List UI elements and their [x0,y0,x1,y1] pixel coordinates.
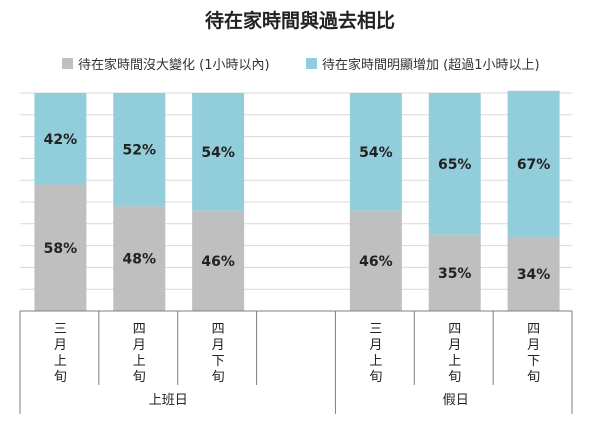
category-label: 四 [212,322,225,337]
legend-label-increased: 待在家時間明顯增加 (超過1小時以上) [322,58,540,73]
category-label: 旬 [212,370,225,385]
bar-segment-unchanged [192,210,245,311]
legend-swatch-blue [306,58,317,69]
data-label: 46% [359,254,393,270]
bar-segment-increased [349,93,402,211]
category-label: 旬 [133,370,146,385]
bar-segment-unchanged [507,236,560,311]
category-label: 三 [54,322,67,337]
category-label: 月 [527,338,540,353]
bar-segment-increased [192,93,245,211]
category-label: 四 [133,322,146,337]
category-label: 上 [369,354,382,369]
bar-segment-unchanged [428,234,481,311]
category-label: 下 [527,354,540,369]
data-label: 65% [438,157,472,173]
data-label: 48% [123,252,157,268]
bar-segment-unchanged [113,206,166,311]
legend-item-increased: 待在家時間明顯增加 (超過1小時以上) [306,54,540,73]
category-label: 四 [448,322,461,337]
data-label: 42% [44,132,78,148]
bar-segment-increased [34,93,87,185]
category-label: 旬 [448,370,461,385]
bar-segment-increased [113,93,166,207]
data-label: 34% [517,267,551,283]
category-label: 旬 [527,370,540,385]
data-label: 54% [359,145,393,161]
data-label: 58% [44,241,78,257]
legend-swatch-gray [62,58,73,69]
legend: 待在家時間沒大變化 (1小時以內) 待在家時間明顯增加 (超過1小時以上) [0,54,600,74]
category-label: 月 [212,338,225,353]
category-label: 旬 [54,370,67,385]
data-label: 67% [517,157,551,173]
bar-segment-increased [507,90,560,237]
bar-segment-unchanged [34,184,87,311]
category-label: 旬 [369,370,382,385]
category-label: 月 [369,338,382,353]
category-label: 下 [212,354,225,369]
bar-segment-unchanged [349,210,402,311]
bar-segment-increased [428,93,481,235]
chart-title: 待在家時間與過去相比 [204,10,395,32]
category-label: 上 [133,354,146,369]
category-label: 三 [369,322,382,337]
data-label: 35% [438,266,472,282]
category-label: 四 [527,322,540,337]
legend-label-unchanged: 待在家時間沒大變化 (1小時以內) [78,58,270,73]
group-label-weekday: 上班日 [149,393,188,408]
data-label: 52% [123,143,157,159]
category-label: 月 [54,338,67,353]
group-label-holiday: 假日 [443,393,469,408]
data-label: 46% [201,254,235,270]
category-label: 月 [448,338,461,353]
category-label: 月 [133,338,146,353]
category-label: 上 [448,354,461,369]
legend-item-unchanged: 待在家時間沒大變化 (1小時以內) [62,54,270,73]
data-label: 54% [201,145,235,161]
category-label: 上 [54,354,67,369]
